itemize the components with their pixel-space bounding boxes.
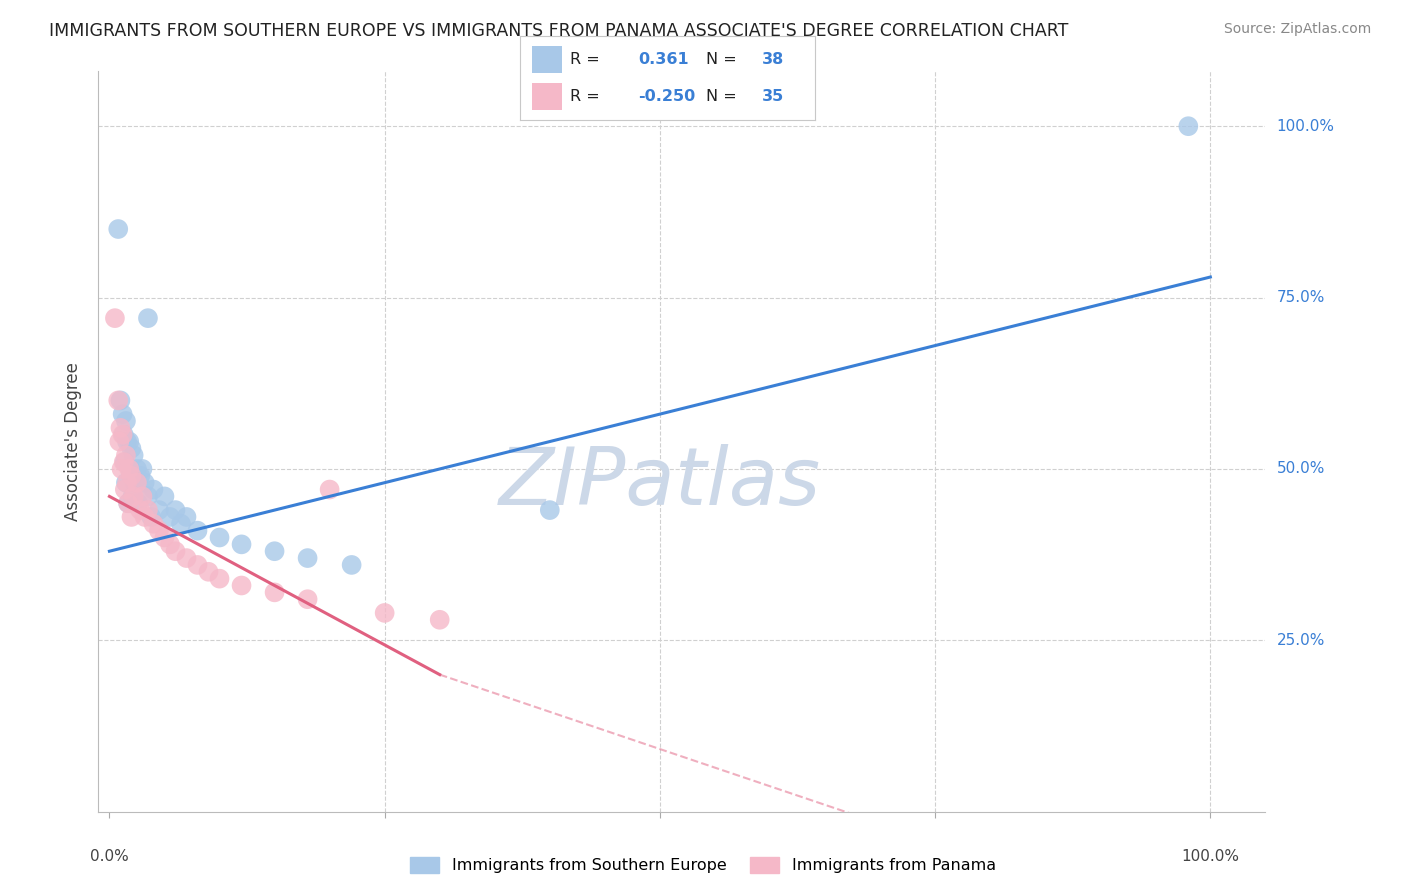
Point	[112, 427, 135, 442]
Point	[131, 489, 153, 503]
Point	[159, 537, 181, 551]
Point	[153, 489, 176, 503]
Point	[125, 475, 148, 490]
Point	[107, 222, 129, 236]
Bar	[531, 83, 561, 111]
Point	[117, 496, 139, 510]
Point	[141, 510, 163, 524]
Point	[374, 606, 396, 620]
Point	[134, 475, 156, 490]
Point	[108, 434, 131, 449]
Point	[118, 462, 141, 476]
Text: 100.0%: 100.0%	[1181, 849, 1239, 864]
Text: N =: N =	[706, 52, 742, 67]
Point	[340, 558, 363, 572]
Bar	[531, 45, 561, 73]
Text: IMMIGRANTS FROM SOUTHERN EUROPE VS IMMIGRANTS FROM PANAMA ASSOCIATE'S DEGREE COR: IMMIGRANTS FROM SOUTHERN EUROPE VS IMMIG…	[49, 22, 1069, 40]
Point	[122, 448, 145, 462]
Point	[111, 407, 134, 421]
Point	[127, 496, 149, 510]
Point	[111, 427, 134, 442]
Point	[197, 565, 219, 579]
Point	[107, 393, 129, 408]
Point	[110, 393, 132, 408]
Point	[231, 578, 253, 592]
Point	[429, 613, 451, 627]
Point	[110, 462, 132, 476]
Point	[104, 311, 127, 326]
Point	[263, 544, 285, 558]
Point	[120, 468, 142, 483]
Point	[110, 421, 132, 435]
Text: 0.361: 0.361	[638, 52, 689, 67]
Text: 100.0%: 100.0%	[1277, 119, 1334, 134]
Point	[115, 414, 138, 428]
Point	[165, 503, 187, 517]
Point	[115, 434, 138, 449]
Point	[208, 531, 231, 545]
Point	[125, 462, 148, 476]
Point	[318, 483, 340, 497]
Point	[115, 475, 138, 490]
Point	[131, 462, 153, 476]
Point	[176, 551, 198, 566]
Point	[186, 558, 208, 572]
Text: 38: 38	[762, 52, 785, 67]
Point	[165, 544, 187, 558]
Point	[142, 483, 165, 497]
Point	[148, 503, 170, 517]
Point	[142, 516, 165, 531]
Text: -0.250: -0.250	[638, 89, 696, 104]
Text: 0.0%: 0.0%	[90, 849, 129, 864]
Point	[297, 592, 319, 607]
Text: Source: ZipAtlas.com: Source: ZipAtlas.com	[1223, 22, 1371, 37]
Text: R =: R =	[571, 89, 606, 104]
Point	[176, 510, 198, 524]
Point	[118, 434, 141, 449]
Point	[129, 503, 152, 517]
Point	[120, 442, 142, 456]
Text: N =: N =	[706, 89, 742, 104]
Point	[170, 516, 193, 531]
Point	[120, 510, 142, 524]
Point	[136, 503, 159, 517]
Point	[136, 489, 159, 503]
Point	[120, 462, 142, 476]
Point	[186, 524, 208, 538]
Point	[114, 455, 136, 469]
Point	[134, 510, 156, 524]
Point	[263, 585, 285, 599]
Point	[297, 551, 319, 566]
Point	[153, 531, 176, 545]
Point	[136, 311, 159, 326]
Text: 75.0%: 75.0%	[1277, 290, 1324, 305]
Point	[115, 475, 138, 490]
Point	[231, 537, 253, 551]
Text: 50.0%: 50.0%	[1277, 461, 1324, 476]
Point	[208, 572, 231, 586]
Point	[124, 475, 146, 490]
Point	[115, 448, 138, 462]
Point	[112, 455, 135, 469]
Point	[122, 489, 145, 503]
Text: 25.0%: 25.0%	[1277, 632, 1324, 648]
Point	[117, 496, 139, 510]
Text: ZIPatlas: ZIPatlas	[499, 443, 821, 522]
Point	[129, 468, 152, 483]
Legend: Immigrants from Southern Europe, Immigrants from Panama: Immigrants from Southern Europe, Immigra…	[404, 850, 1002, 880]
Text: R =: R =	[571, 52, 606, 67]
Point	[114, 483, 136, 497]
Point	[538, 503, 561, 517]
Point	[121, 489, 143, 503]
Point	[159, 510, 181, 524]
Y-axis label: Associate's Degree: Associate's Degree	[65, 362, 83, 521]
Text: 35: 35	[762, 89, 785, 104]
Point	[148, 524, 170, 538]
Point	[1177, 119, 1199, 133]
